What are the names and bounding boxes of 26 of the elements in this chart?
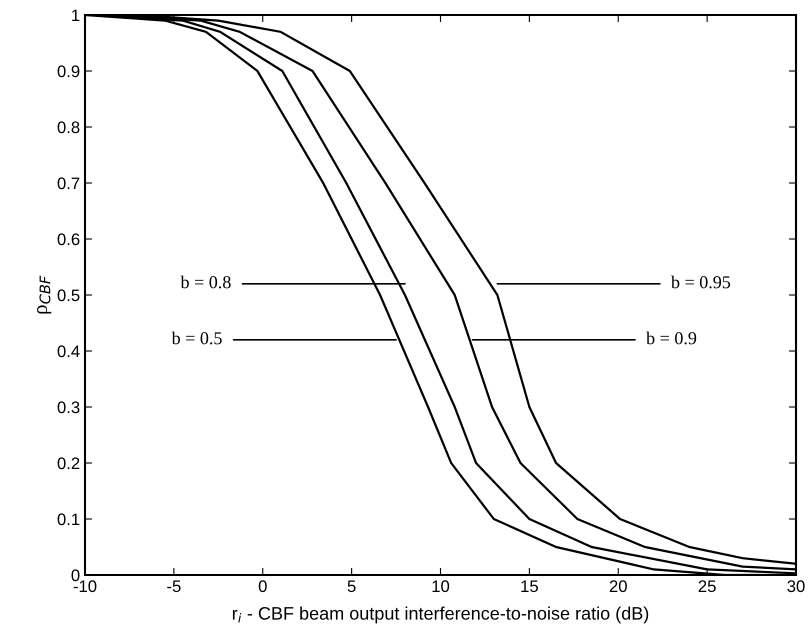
y-tick-label: 0.6 — [58, 233, 80, 246]
annotation: b = 0.8 — [180, 276, 231, 288]
x-axis-title: r$_{i}$ - CBF beam output interference-to-noise ratio (dB) — [232, 606, 648, 624]
y-tick-label: 0.2 — [58, 457, 80, 470]
x-tick-label: 20 — [610, 580, 627, 592]
y-tick-label: 0.1 — [58, 513, 80, 526]
x-tick-label: 0 — [258, 580, 267, 592]
y-tick-label: 0.9 — [58, 65, 80, 78]
y-tick-label: 0.3 — [58, 401, 80, 414]
x-tick-label: -10 — [74, 580, 96, 592]
x-tick-label: 10 — [432, 580, 450, 592]
x-tick-label: -5 — [167, 580, 181, 592]
x-tick-label: 15 — [521, 580, 538, 592]
y-tick-label: 0.8 — [58, 121, 80, 134]
y-tick-label: 0.7 — [58, 177, 80, 190]
x-tick-label: 30 — [787, 580, 805, 592]
x-tick-label: 5 — [348, 580, 356, 592]
annotation: b = 0.95 — [670, 276, 730, 288]
annotation: b = 0.5 — [172, 332, 222, 344]
y-tick-label: 1 — [72, 10, 80, 22]
y-tick-label: 0.5 — [58, 289, 80, 302]
y-axis-title: ρ$_{CBF}$ — [37, 276, 52, 314]
y-tick-label: 0 — [72, 569, 80, 582]
y-tick-label: 0.4 — [58, 345, 80, 358]
x-tick-label: 25 — [698, 580, 716, 592]
annotation: b = 0.9 — [646, 332, 696, 344]
